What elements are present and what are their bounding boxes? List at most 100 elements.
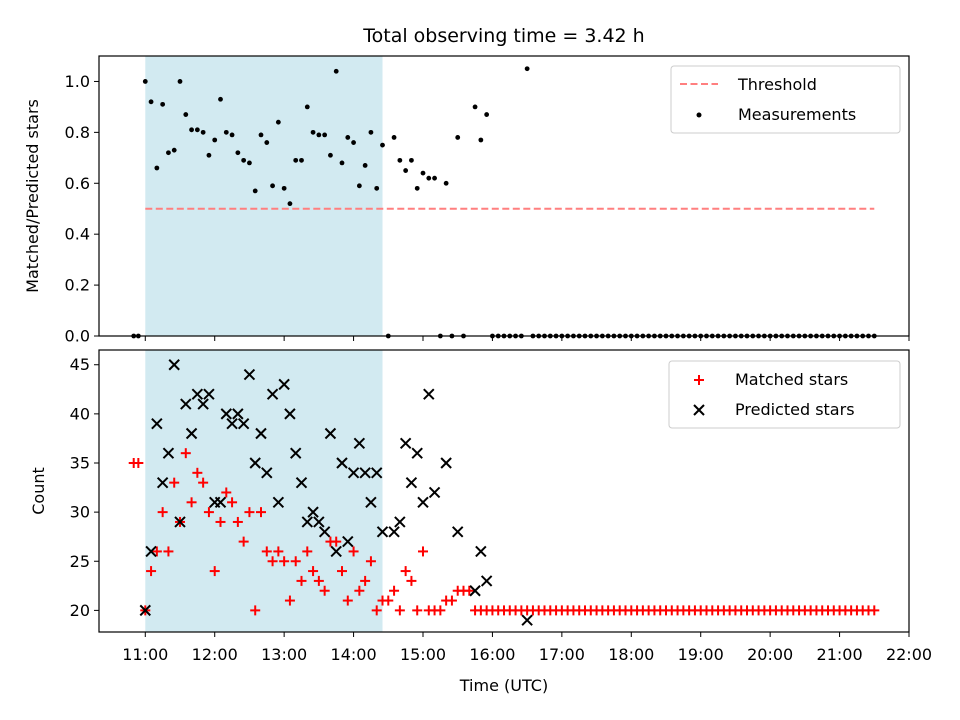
observing-window-shade <box>145 56 383 336</box>
predicted-star-point <box>145 545 157 558</box>
predicted-star-point <box>151 417 163 430</box>
x-stroke <box>139 604 151 617</box>
predicted-star-point <box>324 427 337 440</box>
predicted-star-point <box>423 388 435 400</box>
predicted-star-point <box>243 368 256 381</box>
ratio-legend: Threshold Measurements <box>670 65 901 134</box>
x-stroke <box>475 545 487 558</box>
x-stroke <box>156 476 169 489</box>
measurement-point <box>206 152 212 158</box>
predicted-star-point <box>388 526 400 538</box>
matched-star-point <box>279 556 290 567</box>
predicted-star-point <box>197 398 209 410</box>
matched-star-point <box>337 566 347 577</box>
matched-star-point <box>400 566 411 577</box>
x-tick-label: 21:00 <box>817 645 863 664</box>
matched-star-point <box>371 605 382 616</box>
predicted-star-point <box>371 467 383 479</box>
x-stroke <box>295 476 308 489</box>
measurement-point <box>299 157 304 163</box>
measurement-point <box>148 99 154 105</box>
x-stroke <box>411 447 423 459</box>
ratio-subplot: 0.0 0.2 0.4 0.6 0.8 1.0 Total observing time … <box>23 25 910 346</box>
measurement-point <box>420 170 426 176</box>
y-tick-label: 20 <box>70 601 90 620</box>
y-tick-label: 35 <box>70 453 90 472</box>
x-stroke <box>191 388 204 400</box>
ratio-legend-box <box>670 65 901 134</box>
x-stroke <box>313 516 325 528</box>
matched-star-point <box>308 566 319 577</box>
predicted-star-point <box>278 378 290 391</box>
measurement-point <box>183 112 189 117</box>
measurement-point <box>484 112 490 117</box>
predicted-star-point <box>347 467 360 479</box>
measurement-point <box>328 152 333 158</box>
matched-star-point <box>180 448 191 459</box>
matched-star-point <box>198 477 209 488</box>
measurement-point <box>229 132 235 138</box>
predicted-star-point <box>232 408 244 420</box>
observing-window-shade <box>145 350 383 632</box>
x-stroke <box>261 467 273 479</box>
ratio-axes-frame <box>98 55 910 337</box>
measurement-point <box>426 175 432 181</box>
measurement-point <box>397 157 403 163</box>
measurement-point <box>455 135 461 140</box>
measurement-point <box>241 157 247 163</box>
measurement-point <box>194 127 200 133</box>
predicted-star-point <box>191 388 204 400</box>
measurement-point <box>339 160 345 166</box>
predicted-star-point <box>353 437 366 450</box>
x-stroke <box>376 526 389 538</box>
y-tick-label: 0.4 <box>65 225 90 244</box>
predicted-stars-points <box>139 359 533 626</box>
x-stroke <box>185 427 198 440</box>
x-stroke <box>237 417 250 430</box>
matched-star-point <box>186 497 197 508</box>
predicted-star-point <box>521 614 533 626</box>
matched-star-point <box>227 497 238 508</box>
predicted-star-point <box>399 437 412 450</box>
predicted-star-point <box>237 417 250 430</box>
x-stroke <box>359 467 371 479</box>
predicted-star-point <box>469 585 481 597</box>
matched-star-point <box>313 575 324 586</box>
x-stroke <box>301 516 313 528</box>
x-stroke <box>365 496 377 509</box>
matched-star-point <box>435 605 446 616</box>
matched-star-point <box>133 457 144 468</box>
matched-star-point <box>284 595 295 606</box>
matched-star-point <box>446 595 457 606</box>
matched-star-point <box>244 507 255 518</box>
x-stroke <box>336 457 348 469</box>
x-tick-label: 22:00 <box>886 645 932 664</box>
x-stroke <box>480 575 493 587</box>
x-tick-label: 13:00 <box>261 645 307 664</box>
measurement-point <box>275 119 281 125</box>
x-tick-label: 17:00 <box>539 645 585 664</box>
measurement-point <box>171 147 177 153</box>
predicted-star-point <box>203 388 215 400</box>
y-tick-label: 25 <box>70 552 90 571</box>
predicted-star-point <box>411 447 423 459</box>
legend-plus-marker <box>694 375 704 385</box>
matched-star-point <box>146 566 157 577</box>
x-tick-label: 11:00 <box>122 645 168 664</box>
predicted-star-point <box>301 516 313 528</box>
predicted-star-point <box>440 457 452 469</box>
predicted-star-point <box>376 526 389 538</box>
legend-matched-swatch <box>694 375 704 385</box>
ratio-y-axis-label: Matched/Predicted stars <box>23 99 42 293</box>
x-stroke <box>693 404 705 416</box>
predicted-star-point <box>318 526 331 538</box>
measurement-point <box>380 142 385 148</box>
predicted-star-point <box>214 496 227 509</box>
count-subplot: 20 25 30 35 40 45 11:00 12:00 13:00 14:00 15:00 16… <box>29 349 932 695</box>
matched-star-point <box>215 516 226 527</box>
measurement-point <box>322 132 328 138</box>
legend-predicted-label: Predicted stars <box>735 400 855 419</box>
y-tick-label: 30 <box>70 503 90 522</box>
x-stroke <box>284 408 296 420</box>
measurement-point <box>409 157 414 163</box>
